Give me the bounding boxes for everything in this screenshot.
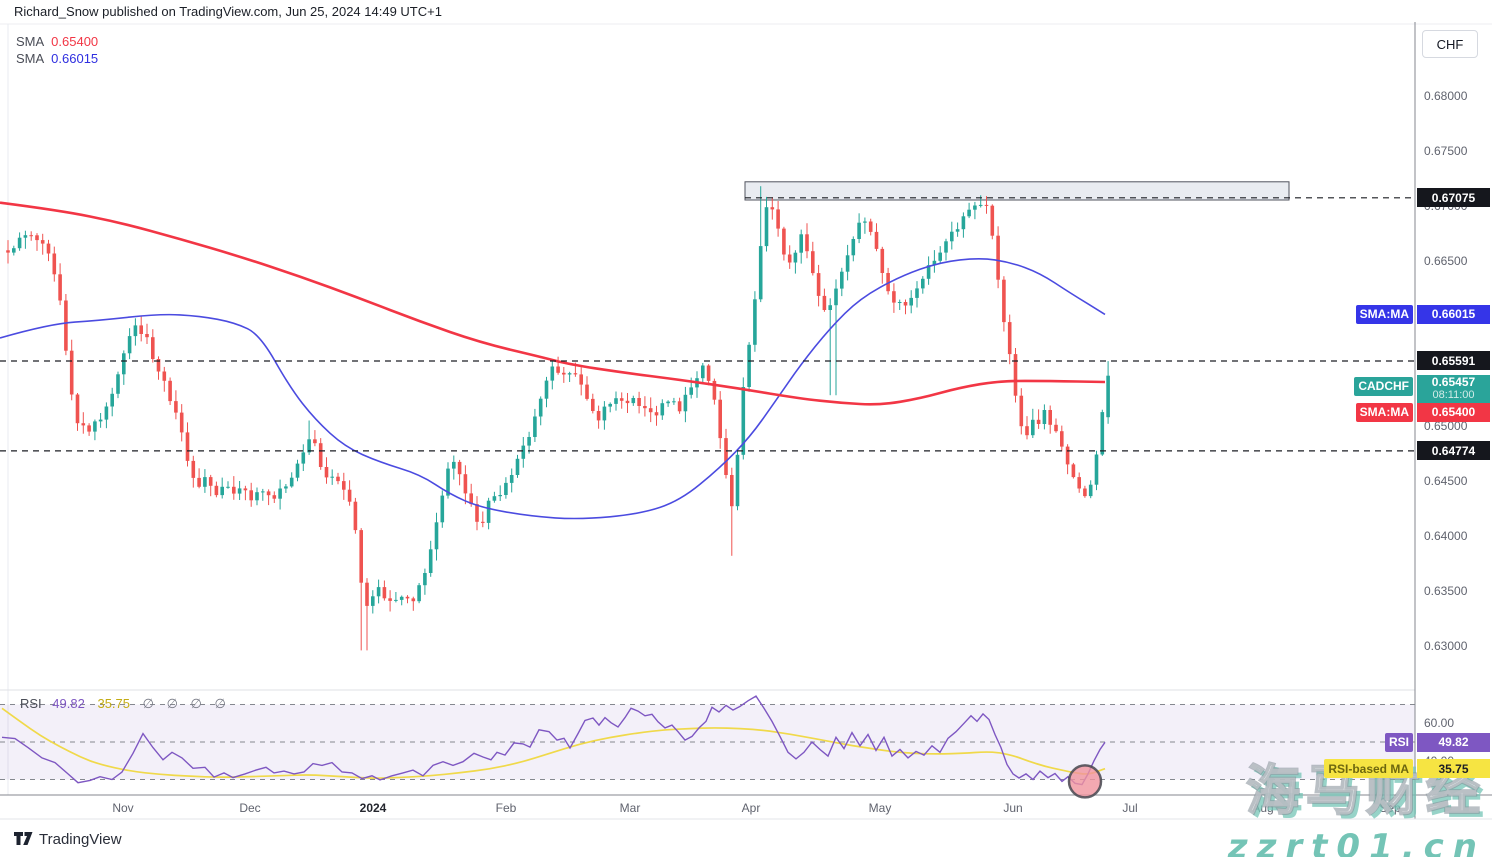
time-tick-May: May <box>868 801 892 815</box>
tradingview-logo-text: TradingView <box>39 831 122 848</box>
time-tick-Aug: Aug <box>1252 801 1274 815</box>
rsi-axis-label: RSI <box>1384 732 1413 752</box>
time-tick-Jul: Jul <box>1122 801 1138 815</box>
price-tick-0.64000: 0.64000 <box>1424 529 1468 543</box>
time-tick-Dec: Dec <box>239 801 261 815</box>
rsi-ma-axis-value: 35.75 <box>1417 759 1490 779</box>
last-price-badge: 0.65457 08:11:00 <box>1417 374 1490 403</box>
sma-fast-axis-label: SMA:MA <box>1355 402 1413 422</box>
sma-slow-legend-value: 0.66015 <box>51 51 99 66</box>
price-tick-0.67500: 0.67500 <box>1424 144 1468 158</box>
sma-slow-legend[interactable]: SMA 0.66015 <box>16 51 98 66</box>
rsi-axis-value: 49.82 <box>1417 732 1490 752</box>
price-tick-0.63000: 0.63000 <box>1424 639 1468 653</box>
published-title: Richard_Snow published on TradingView.co… <box>14 4 442 19</box>
sma-fast-legend-value: 0.65400 <box>51 34 99 49</box>
sma-slow-axis-value: 0.66015 <box>1417 304 1490 324</box>
level-badge-0-67075: 0.67075 <box>1417 188 1490 208</box>
rsi-empty-slot-icon: ∅ <box>166 696 178 711</box>
bar-countdown: 08:11:00 <box>1432 388 1475 401</box>
rsi-tick-60.00: 60.00 <box>1424 716 1455 731</box>
price-tick-0.65000: 0.65000 <box>1424 419 1468 433</box>
sma-slow-axis-label: SMA:MA <box>1355 304 1413 324</box>
level-badge-0-64774: 0.64774 <box>1417 441 1490 461</box>
price-tick-0.63500: 0.63500 <box>1424 584 1468 598</box>
rsi-legend[interactable]: RSI 49.82 35.75 ∅ ∅ ∅ ∅ <box>20 696 226 712</box>
tradingview-logo[interactable]: TradingView <box>14 831 122 848</box>
rsi-empty-slot-icon: ∅ <box>190 696 202 711</box>
sma-fast-legend-label: SMA <box>16 34 45 49</box>
tradingview-logo-icon <box>14 832 33 845</box>
rsi-legend-value: 49.82 <box>52 696 85 711</box>
symbol-axis-label: CADCHF <box>1354 376 1413 396</box>
currency-unit-button[interactable]: CHF <box>1422 30 1478 58</box>
sma-fast-legend[interactable]: SMA 0.65400 <box>16 34 98 49</box>
time-tick-Feb: Feb <box>495 801 517 815</box>
sma-slow-legend-label: SMA <box>16 51 45 66</box>
rsi-empty-slot-icon: ∅ <box>142 696 154 711</box>
rsi-ma-axis-label: RSI-based MA <box>1324 759 1413 779</box>
last-price-value: 0.65457 <box>1431 374 1476 389</box>
rsi-ma-legend-value: 35.75 <box>97 696 131 711</box>
rsi-empty-slot-icon: ∅ <box>214 696 226 711</box>
level-badge-0-65591: 0.65591 <box>1417 351 1490 371</box>
price-tick-0.64500: 0.64500 <box>1424 474 1468 488</box>
sma-fast-axis-value: 0.65400 <box>1417 402 1490 422</box>
time-tick-Apr: Apr <box>741 801 761 815</box>
time-tick-Sep: Sep <box>1379 801 1401 815</box>
time-tick-Mar: Mar <box>619 801 641 815</box>
time-tick-Jun: Jun <box>1003 801 1023 815</box>
time-tick-Nov: Nov <box>112 801 134 815</box>
time-tick-2024: 2024 <box>359 801 387 815</box>
price-tick-0.66500: 0.66500 <box>1424 254 1468 268</box>
price-tick-0.68000: 0.68000 <box>1424 89 1468 103</box>
rsi-legend-label: RSI <box>20 696 42 711</box>
